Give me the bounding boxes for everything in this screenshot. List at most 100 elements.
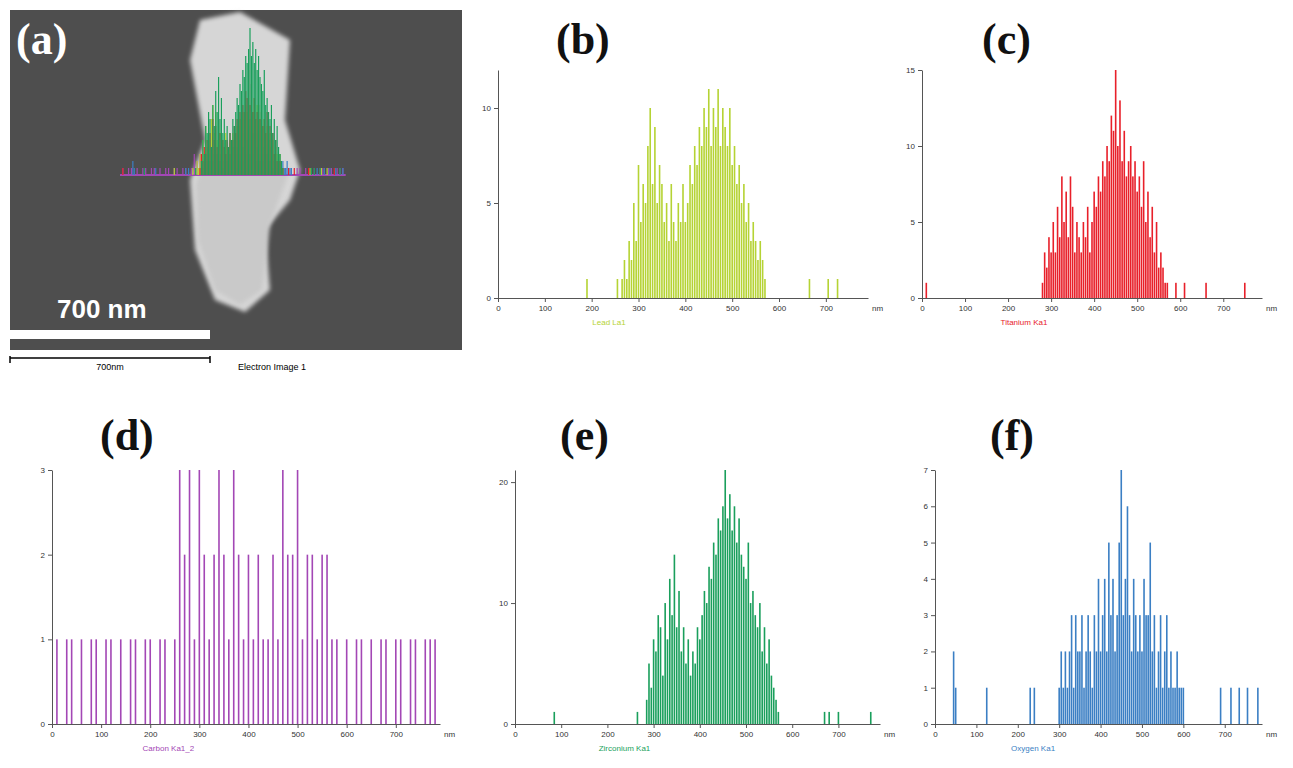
- overlay-spike: [252, 42, 253, 175]
- overlay-spike: [185, 168, 186, 175]
- overlay-spike: [281, 161, 282, 175]
- x-axis-title: nm: [884, 730, 895, 739]
- x-axis: 0100200300400500600700: [920, 298, 1262, 313]
- y-tick: 1: [41, 635, 52, 644]
- overlay-spike: [224, 119, 225, 175]
- x-tick: 300: [632, 298, 646, 313]
- bar: [1180, 688, 1182, 724]
- x-tick-mark: [654, 724, 655, 728]
- overlay-spike: [217, 112, 218, 175]
- bar: [680, 222, 682, 298]
- bar: [1178, 688, 1180, 724]
- y-tick: 5: [924, 539, 935, 548]
- bar: [759, 241, 761, 298]
- y-tick-mark: [48, 555, 52, 556]
- x-tick-mark: [976, 724, 977, 728]
- bar: [628, 241, 630, 298]
- bar: [233, 470, 235, 724]
- y-tick: 0: [504, 720, 515, 729]
- x-tick-label: 100: [970, 730, 984, 739]
- bar: [706, 603, 708, 724]
- overlay-spike: [319, 168, 320, 175]
- bar: [1063, 222, 1065, 298]
- bar: [1129, 615, 1131, 724]
- bar: [1096, 651, 1098, 724]
- panel-label: (a): [16, 15, 67, 64]
- bar: [724, 470, 726, 724]
- x-tick: 0: [920, 298, 925, 313]
- bar: [689, 165, 691, 298]
- bar: [1152, 651, 1154, 724]
- bar: [640, 222, 642, 298]
- overlay-spike: [324, 168, 325, 175]
- x-tick: 100: [959, 298, 973, 313]
- x-tick-mark: [1101, 724, 1102, 728]
- x-tick-mark: [732, 298, 733, 302]
- y-tick: 10: [482, 104, 498, 113]
- bar: [676, 627, 678, 724]
- overlay-spike: [211, 119, 212, 175]
- x-tick: 200: [601, 724, 615, 739]
- bar: [1172, 688, 1174, 724]
- bar: [617, 279, 619, 298]
- bar: [415, 639, 417, 724]
- bar: [1065, 192, 1067, 298]
- x-tick-label: 200: [144, 730, 158, 739]
- x-tick-mark: [498, 298, 499, 302]
- overlay-spike: [282, 168, 283, 175]
- overlay-spike: [202, 140, 203, 175]
- bar: [1068, 237, 1070, 298]
- bar: [287, 555, 289, 724]
- x-tick-mark: [700, 724, 701, 728]
- overlay-spike: [201, 161, 202, 175]
- bar: [238, 555, 240, 724]
- bar: [326, 555, 328, 724]
- bars: [553, 470, 871, 724]
- bar: [135, 639, 137, 724]
- bar: [1175, 283, 1177, 298]
- bar: [717, 89, 719, 298]
- bar: [621, 279, 623, 298]
- bar: [1126, 176, 1128, 298]
- overlay-spike: [234, 126, 235, 175]
- overlay-spike: [151, 168, 152, 175]
- bar: [1052, 222, 1054, 298]
- overlay-spike: [191, 168, 192, 175]
- bar: [1108, 543, 1110, 724]
- bar: [361, 639, 363, 724]
- x-tick: 400: [1094, 724, 1108, 739]
- y-tick-label: 10: [482, 104, 491, 113]
- y-tick-label: 0: [924, 720, 929, 729]
- y-tick-mark: [48, 470, 52, 471]
- overlay-spike: [249, 28, 250, 175]
- overlay-spike: [142, 168, 143, 175]
- caption-scale-line: [10, 357, 210, 359]
- x-tick: 700: [832, 724, 846, 739]
- overlay-spike: [335, 168, 336, 175]
- x-tick: 200: [1012, 724, 1026, 739]
- y-axis: 051015: [906, 66, 922, 303]
- y-tick-mark: [494, 203, 498, 204]
- x-tick-label: 600: [341, 730, 355, 739]
- y-tick-mark: [931, 688, 935, 689]
- overlay-spike: [204, 147, 205, 175]
- y-tick-label: 10: [906, 142, 915, 151]
- bar: [673, 222, 675, 298]
- bar: [1079, 651, 1081, 724]
- bar: [71, 639, 73, 724]
- x-tick-label: 200: [1002, 304, 1016, 313]
- x-tick-label: 200: [1012, 730, 1026, 739]
- bar: [1205, 283, 1207, 298]
- x-tick-mark: [248, 724, 249, 728]
- bar: [1132, 176, 1134, 298]
- bar: [652, 184, 654, 298]
- x-tick-label: 300: [647, 730, 661, 739]
- bar: [390, 724, 392, 725]
- x-tick-mark: [592, 298, 593, 302]
- bar: [1158, 268, 1160, 298]
- chart-title: Oxygen Ka1: [1011, 744, 1056, 753]
- bar: [149, 639, 151, 724]
- x-tick-mark: [298, 724, 299, 728]
- bar: [715, 127, 717, 298]
- overlay-spike: [122, 168, 123, 175]
